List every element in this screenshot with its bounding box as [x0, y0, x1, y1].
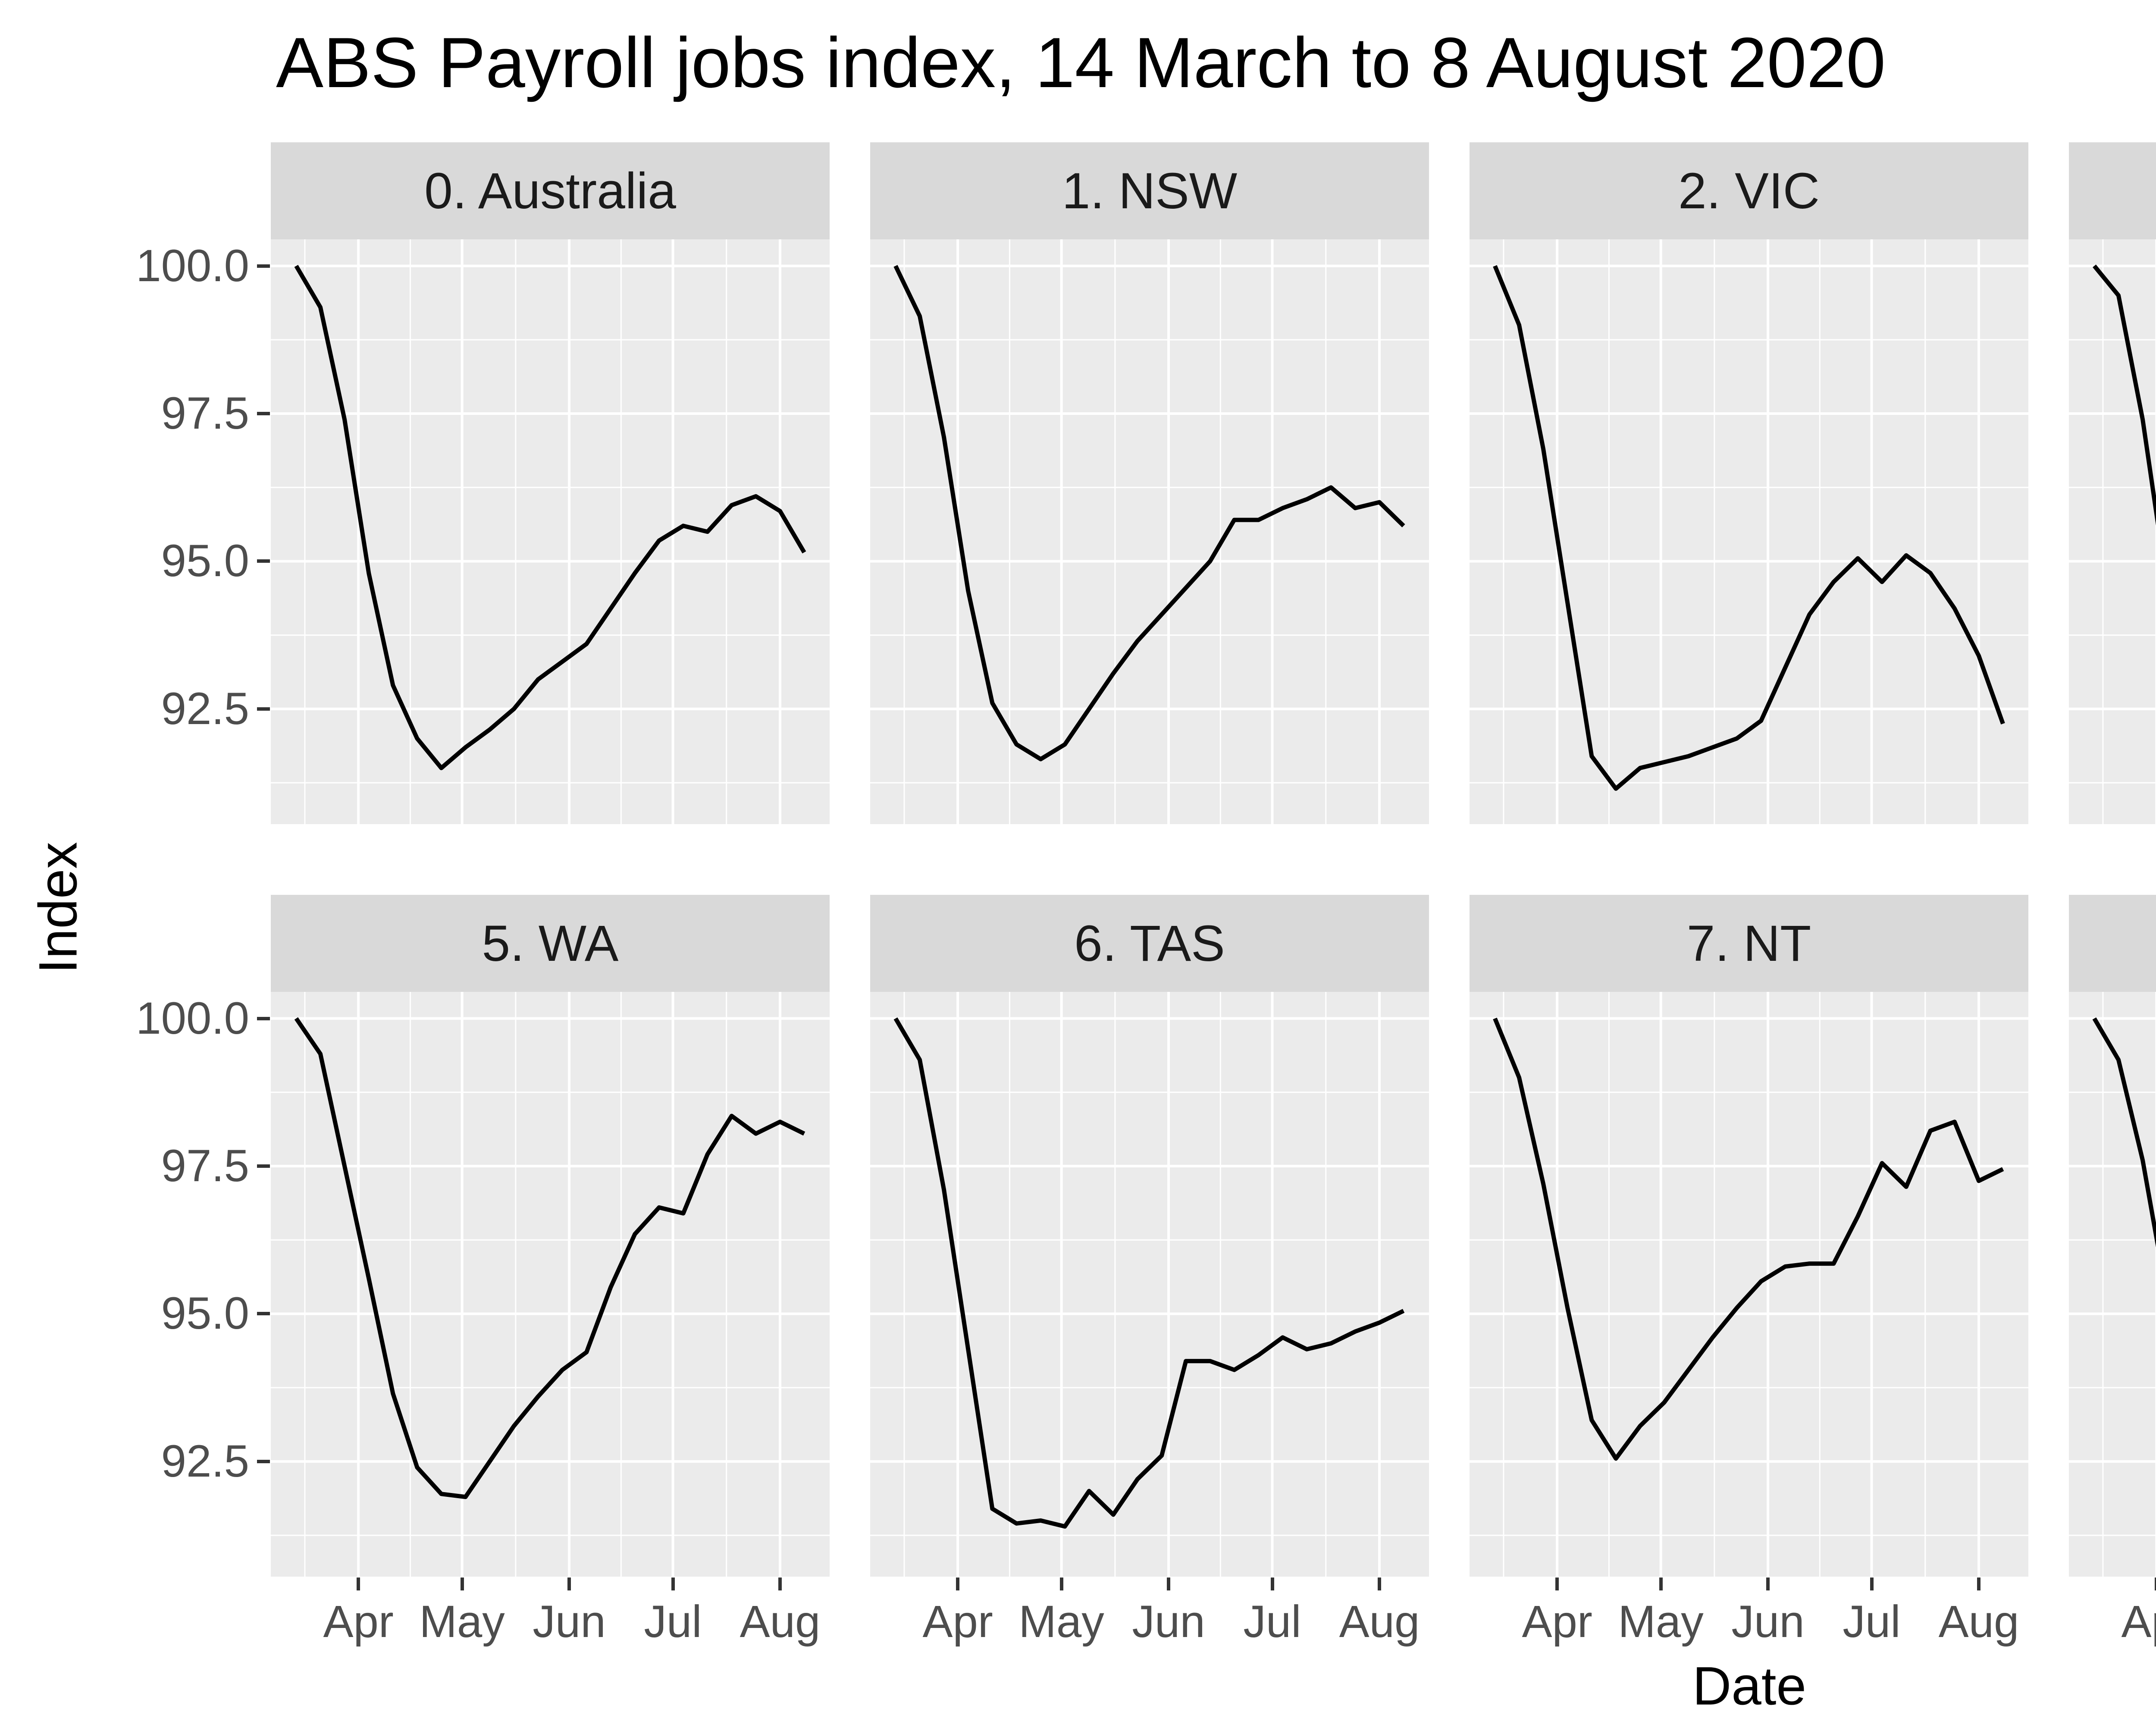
y-tick-label: 97.5 [161, 1141, 249, 1192]
facet-strip-0. Australia: 0. Australia [271, 142, 830, 239]
x-tick-label: Apr [2121, 1596, 2156, 1647]
facet-strip-7. NT: 7. NT [1470, 895, 2028, 992]
x-tick-label: Jun [1132, 1596, 1205, 1647]
facet-plot-area-5. WA [271, 992, 830, 1577]
y-axis-tick [257, 707, 270, 711]
y-tick-label: 92.5 [161, 683, 249, 734]
x-axis-tick [1766, 1578, 1770, 1590]
data-line-0. Australia [294, 265, 806, 770]
y-axis-tick [257, 559, 270, 563]
x-tick-label: Apr [323, 1596, 394, 1647]
facet-plot-area-6. TAS [870, 992, 1429, 1577]
data-line-6. TAS [893, 1017, 1405, 1529]
facet-strip-1. NSW: 1. NSW [870, 142, 1429, 239]
facet-plot-area-1. NSW [870, 239, 1429, 824]
y-axis-tick [257, 1164, 270, 1168]
x-tick-label: May [1018, 1596, 1104, 1647]
x-tick-label: Jul [1843, 1596, 1901, 1647]
x-tick-label: Jul [1243, 1596, 1301, 1647]
y-tick-label: 95.0 [161, 1288, 249, 1339]
x-axis-tick [778, 1578, 782, 1590]
y-axis-tick [257, 412, 270, 416]
y-axis-tick [257, 1312, 270, 1316]
x-tick-label: Aug [1339, 1596, 1420, 1647]
facet-strip-6. TAS: 6. TAS [870, 895, 1429, 992]
x-axis-tick [1659, 1578, 1663, 1590]
x-axis-tick [1870, 1578, 1874, 1590]
x-axis-tick [1167, 1578, 1171, 1590]
y-axis-title: Index [28, 842, 88, 974]
facet-plot-area-8. ACT [2069, 992, 2156, 1577]
facet-strip-label: 2. VIC [1678, 162, 1820, 220]
y-tick-label: 100.0 [136, 240, 249, 291]
x-axis-tick [357, 1578, 360, 1590]
facet-plot-area-2. VIC [1470, 239, 2028, 824]
x-tick-label: Apr [922, 1596, 993, 1647]
x-axis-tick [956, 1578, 960, 1590]
y-tick-label: 92.5 [161, 1436, 249, 1487]
x-tick-label: Jun [533, 1596, 606, 1647]
x-tick-label: Aug [1938, 1596, 2019, 1647]
facet-plot-area-0. Australia [271, 239, 830, 824]
data-line-7. NT [1493, 1017, 2004, 1461]
y-tick-label: 100.0 [136, 993, 249, 1044]
x-tick-label: May [1618, 1596, 1704, 1647]
x-axis-tick [2155, 1578, 2156, 1590]
facet-plot-area-7. NT [1470, 992, 2028, 1577]
x-axis-tick [1377, 1578, 1381, 1590]
y-tick-label: 97.5 [161, 388, 249, 439]
y-axis-tick [257, 1016, 270, 1020]
x-axis-title: Date [1692, 1656, 1807, 1716]
x-axis-tick [567, 1578, 571, 1590]
facet-strip-label: 7. NT [1686, 915, 1811, 972]
y-axis-tick [257, 1459, 270, 1463]
data-line-1. NSW [893, 265, 1405, 762]
data-line-2. VIC [1493, 265, 2005, 791]
data-line-5. WA [294, 1017, 805, 1499]
x-axis-tick [1059, 1578, 1063, 1590]
y-axis-tick [257, 264, 270, 268]
facet-strip-label: 6. TAS [1074, 915, 1225, 972]
x-tick-label: Jul [644, 1596, 702, 1647]
x-tick-label: May [419, 1596, 505, 1647]
facet-strip-label: 5. WA [482, 915, 619, 972]
facet-strip-2. VIC: 2. VIC [1470, 142, 2028, 239]
chart-title: ABS Payroll jobs index, 14 March to 8 Au… [276, 23, 1886, 102]
x-axis-tick [1270, 1578, 1274, 1590]
x-axis-tick [1977, 1578, 1981, 1590]
x-axis-tick [1555, 1578, 1559, 1590]
facet-strip-3. QLD: 3. QLD [2069, 142, 2156, 239]
x-tick-label: Aug [740, 1596, 821, 1647]
facet-plot-area-3. QLD [2069, 239, 2156, 824]
y-tick-label: 95.0 [161, 536, 249, 586]
x-tick-label: Jun [1731, 1596, 1805, 1647]
facet-strip-label: 1. NSW [1062, 162, 1238, 220]
x-tick-label: Apr [1522, 1596, 1592, 1647]
x-axis-tick [460, 1578, 464, 1590]
facet-strip-8. ACT: 8. ACT [2069, 895, 2156, 992]
x-axis-tick [671, 1578, 675, 1590]
facet-strip-5. WA: 5. WA [271, 895, 830, 992]
facet-strip-label: 0. Australia [424, 162, 676, 220]
